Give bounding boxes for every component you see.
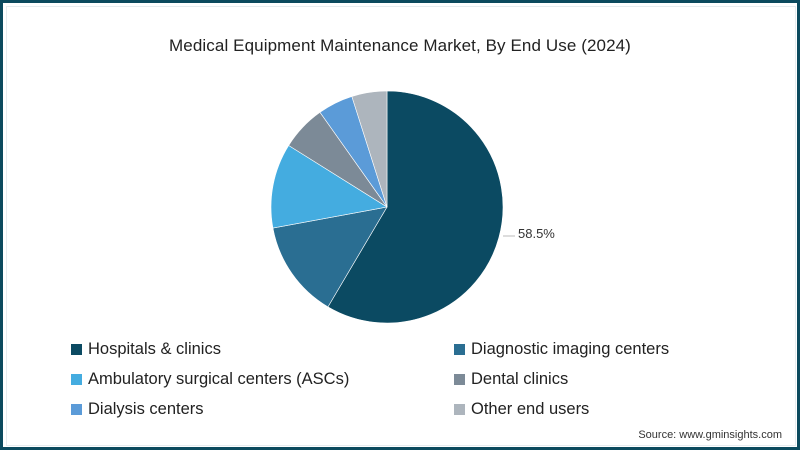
pie-slice-0 bbox=[327, 90, 504, 324]
chart-title: Medical Equipment Maintenance Market, By… bbox=[169, 36, 631, 55]
legend-label: Ambulatory surgical centers (ASCs) bbox=[88, 370, 350, 388]
pie-slice-2 bbox=[270, 145, 388, 229]
legend-label: Hospitals & clinics bbox=[88, 340, 221, 358]
pie-slice-5 bbox=[351, 90, 388, 208]
legend-item-dialysis: Dialysis centers bbox=[71, 400, 204, 419]
legend-item-other: Other end users bbox=[454, 400, 589, 419]
legend-swatch-icon bbox=[454, 374, 465, 385]
legend-swatch-icon bbox=[71, 344, 82, 355]
legend-swatch-icon bbox=[71, 374, 82, 385]
legend-item-diagnostic: Diagnostic imaging centers bbox=[454, 340, 669, 359]
chart-inner-border bbox=[6, 6, 796, 446]
legend-swatch-icon bbox=[71, 404, 82, 415]
pie-slice-1 bbox=[272, 206, 388, 308]
data-label-hospitals: 58.5% bbox=[518, 226, 555, 241]
legend-label: Diagnostic imaging centers bbox=[471, 340, 670, 358]
legend-item-asc: Ambulatory surgical centers (ASCs) bbox=[71, 370, 349, 389]
source-credit: Source: www.gminsights.com bbox=[638, 429, 782, 441]
legend-label: Dental clinics bbox=[471, 370, 569, 388]
legend-item-dental: Dental clinics bbox=[454, 370, 568, 389]
legend-item-hospitals: Hospitals & clinics bbox=[71, 340, 221, 359]
legend-label: Other end users bbox=[471, 400, 590, 418]
legend-swatch-icon bbox=[454, 344, 465, 355]
legend-label: Dialysis centers bbox=[88, 400, 204, 418]
legend-swatch-icon bbox=[454, 404, 465, 415]
